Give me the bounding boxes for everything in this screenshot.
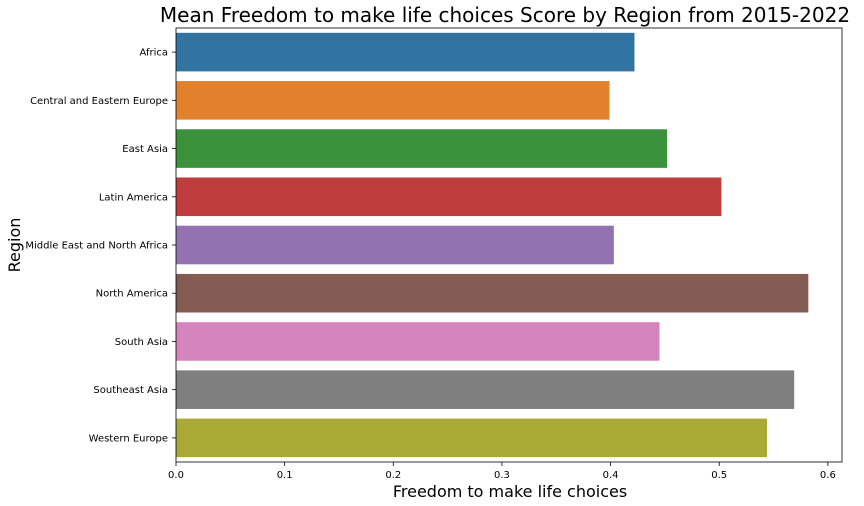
bar-southeast-asia [176, 370, 795, 409]
x-tick-label: 0.1 [277, 470, 293, 481]
y-tick-label: North America [96, 289, 168, 300]
y-tick-label: Central and Eastern Europe [30, 96, 168, 107]
y-tick-label: South Asia [115, 337, 168, 348]
bar-south-asia [176, 322, 660, 361]
x-tick-label: 0.6 [820, 470, 836, 481]
y-tick-label: Southeast Asia [93, 385, 168, 396]
y-tick-label: East Asia [122, 144, 168, 155]
bar-africa [176, 32, 635, 72]
bar-north-america [176, 273, 809, 313]
x-axis: 0.0 0.1 0.2 0.3 0.4 0.5 0.6 [168, 462, 836, 481]
bar-middle-east-and-north-africa [176, 225, 614, 265]
bar-western-europe [176, 418, 768, 458]
x-tick-label: 0.2 [385, 470, 401, 481]
y-tick-label: Latin America [99, 192, 168, 203]
y-tick-label: Africa [139, 48, 168, 59]
x-tick-label: 0.0 [168, 470, 184, 481]
bar-central-and-eastern-europe [176, 81, 610, 120]
y-axis: Africa Central and Eastern Europe East Asi… [25, 48, 176, 444]
chart-title: Mean Freedom to make life choices Score … [160, 3, 850, 27]
x-tick-label: 0.3 [494, 470, 510, 481]
y-tick-label: Western Europe [89, 433, 168, 444]
y-tick-label: Middle East and North Africa [25, 241, 168, 252]
bar-east-asia [176, 129, 668, 168]
plot-area [176, 32, 809, 458]
x-tick-label: 0.5 [711, 470, 727, 481]
x-tick-label: 0.4 [603, 470, 619, 481]
y-axis-label: Region [5, 218, 24, 273]
x-axis-label: Freedom to make life choices [393, 482, 627, 501]
bar-latin-america [176, 177, 722, 217]
